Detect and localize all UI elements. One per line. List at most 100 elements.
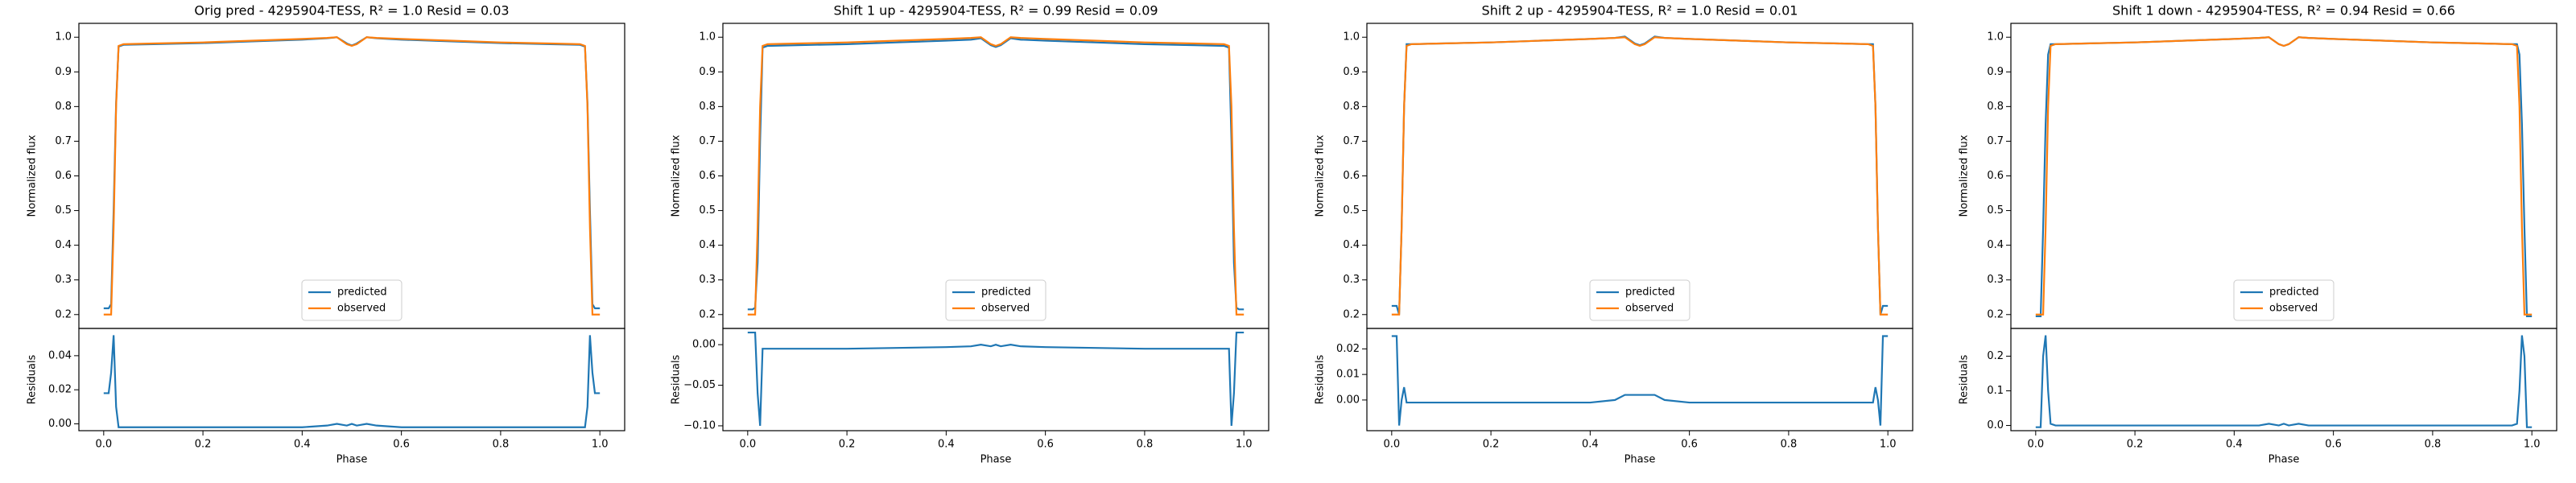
y-axis-label: Residuals bbox=[1959, 354, 1971, 404]
x-axis-label: Phase bbox=[336, 454, 368, 466]
axes-frame bbox=[722, 328, 1269, 431]
x-tick-label: 0.2 bbox=[2127, 439, 2144, 451]
y-tick-label: 0.8 bbox=[699, 101, 716, 113]
y-tick-label: 0.00 bbox=[48, 418, 72, 430]
x-tick-label: 1.0 bbox=[1880, 439, 1897, 451]
y-tick-label: 0.3 bbox=[55, 274, 72, 286]
x-tick-label: 0.8 bbox=[1137, 439, 1154, 451]
legend-label: observed bbox=[1625, 303, 1674, 315]
y-tick-label: 0.6 bbox=[55, 170, 72, 182]
x-tick-label: 0.8 bbox=[2425, 439, 2442, 451]
y-tick-label: 0.1 bbox=[1987, 385, 2004, 397]
legend-label: predicted bbox=[981, 287, 1031, 299]
data-line bbox=[2035, 335, 2533, 428]
data-line bbox=[747, 36, 1245, 316]
x-tick-label: 1.0 bbox=[1236, 439, 1253, 451]
x-tick-label: 0.8 bbox=[1781, 439, 1798, 451]
y-tick-label: 0.4 bbox=[699, 239, 716, 251]
y-tick-label: 0.7 bbox=[1343, 135, 1360, 147]
x-tick-label: 1.0 bbox=[2524, 439, 2541, 451]
legend-label: predicted bbox=[337, 287, 387, 299]
x-tick-label: 0.6 bbox=[1681, 439, 1698, 451]
legend-box bbox=[1589, 279, 1690, 321]
chart-title: Shift 1 down - 4295904-TESS, R² = 0.94 R… bbox=[2112, 3, 2455, 19]
x-axis-label: Phase bbox=[2268, 454, 2300, 466]
data-line bbox=[1391, 36, 1889, 316]
y-tick-label: 0.7 bbox=[699, 135, 716, 147]
y-tick-label: 1.0 bbox=[699, 31, 716, 43]
y-tick-label: 0.3 bbox=[699, 274, 716, 286]
y-tick-label: 0.2 bbox=[699, 308, 716, 320]
y-axis-label: Residuals bbox=[1315, 354, 1327, 404]
y-tick-label: 0.6 bbox=[1343, 170, 1360, 182]
data-line bbox=[1391, 35, 1889, 316]
y-axis-label: Normalized flux bbox=[671, 134, 683, 217]
x-tick-label: 0.4 bbox=[2226, 439, 2243, 451]
chart-title: Shift 1 up - 4295904-TESS, R² = 0.99 Res… bbox=[833, 3, 1158, 19]
y-tick-label: 0.9 bbox=[699, 66, 716, 78]
y-tick-label: 0.4 bbox=[1343, 239, 1360, 251]
legend-box bbox=[945, 279, 1046, 321]
y-tick-label: 0.0 bbox=[1987, 419, 2004, 431]
y-tick-label: 0.2 bbox=[1987, 350, 2004, 362]
y-tick-label: 0.8 bbox=[1987, 101, 2004, 113]
y-tick-label: 0.8 bbox=[55, 101, 72, 113]
y-tick-label: 0.2 bbox=[55, 308, 72, 320]
y-tick-label: 0.2 bbox=[1343, 308, 1360, 320]
x-tick-label: 0.2 bbox=[1483, 439, 1500, 451]
x-tick-label: 0.0 bbox=[2027, 439, 2044, 451]
x-tick-label: 0.6 bbox=[1037, 439, 1054, 451]
legend-label: predicted bbox=[1625, 287, 1675, 299]
y-tick-label: 0.4 bbox=[55, 239, 72, 251]
y-tick-label: 0.5 bbox=[1343, 204, 1360, 217]
y-tick-label: 1.0 bbox=[1343, 31, 1360, 43]
y-tick-label: 0.04 bbox=[48, 349, 72, 361]
y-tick-label: 0.9 bbox=[55, 66, 72, 78]
y-tick-label: 0.5 bbox=[55, 204, 72, 217]
y-tick-label: 0.00 bbox=[1336, 394, 1360, 406]
legend-box bbox=[2233, 279, 2334, 321]
x-tick-label: 0.0 bbox=[95, 439, 112, 451]
y-tick-label: 1.0 bbox=[1987, 31, 2004, 43]
data-line bbox=[103, 36, 601, 316]
y-tick-label: 0.9 bbox=[1987, 66, 2004, 78]
data-line bbox=[103, 335, 601, 428]
x-tick-label: 0.8 bbox=[493, 439, 510, 451]
y-tick-label: 0.2 bbox=[1987, 308, 2004, 320]
y-tick-label: 0.7 bbox=[55, 135, 72, 147]
y-tick-label: 0.01 bbox=[1336, 369, 1360, 381]
x-axis-label: Phase bbox=[980, 454, 1012, 466]
chart-title: Orig pred - 4295904-TESS, R² = 1.0 Resid… bbox=[194, 3, 509, 19]
axes-frame bbox=[78, 328, 625, 431]
y-tick-label: 0.3 bbox=[1987, 274, 2004, 286]
legend-label: observed bbox=[2269, 303, 2318, 315]
y-axis-label: Normalized flux bbox=[1315, 134, 1327, 217]
axes-frame bbox=[1366, 328, 1913, 431]
x-tick-label: 0.4 bbox=[938, 439, 955, 451]
y-tick-label: 0.5 bbox=[699, 204, 716, 217]
y-tick-label: −0.05 bbox=[683, 379, 716, 391]
y-tick-label: 0.02 bbox=[1336, 343, 1360, 355]
y-tick-label: −0.10 bbox=[683, 419, 716, 431]
legend-label: predicted bbox=[2269, 287, 2319, 299]
y-axis-label: Residuals bbox=[27, 354, 39, 404]
data-line bbox=[2035, 36, 2533, 318]
axes-frame bbox=[2010, 328, 2557, 431]
y-tick-label: 1.0 bbox=[55, 31, 72, 43]
data-line bbox=[747, 37, 1245, 311]
x-axis-label: Phase bbox=[1624, 454, 1656, 466]
x-tick-label: 0.4 bbox=[1582, 439, 1599, 451]
legend-label: observed bbox=[337, 303, 386, 315]
y-tick-label: 0.00 bbox=[692, 339, 716, 351]
y-tick-label: 0.3 bbox=[1343, 274, 1360, 286]
x-tick-label: 0.0 bbox=[739, 439, 756, 451]
y-tick-label: 0.5 bbox=[1987, 204, 2004, 217]
x-tick-label: 0.2 bbox=[195, 439, 212, 451]
x-tick-label: 0.6 bbox=[2325, 439, 2342, 451]
x-tick-label: 0.0 bbox=[1383, 439, 1400, 451]
y-axis-label: Normalized flux bbox=[27, 134, 39, 217]
data-line bbox=[1391, 335, 1889, 426]
y-tick-label: 0.7 bbox=[1987, 135, 2004, 147]
y-tick-label: 0.02 bbox=[48, 384, 72, 396]
